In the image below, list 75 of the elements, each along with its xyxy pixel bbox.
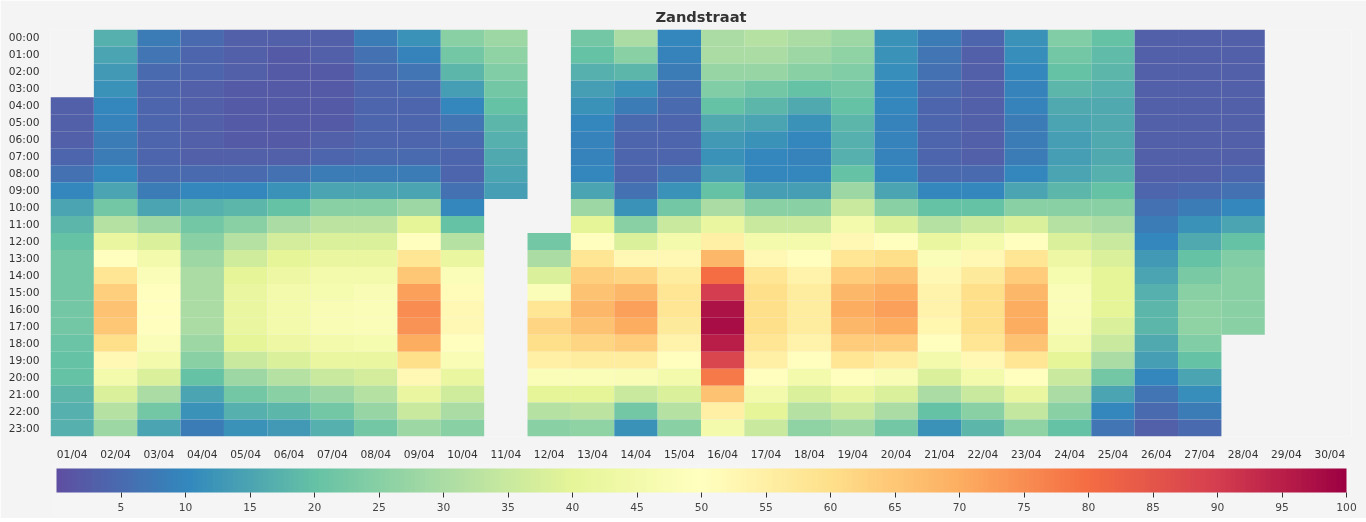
color-bar-label: 40 (565, 500, 580, 514)
y-tick-label: 05:00 (8, 116, 40, 130)
color-bar-label: 50 (694, 500, 709, 514)
y-tick-label: 03:00 (8, 82, 40, 96)
color-bar-label: 85 (1146, 500, 1160, 514)
color-bar-label: 60 (823, 500, 838, 514)
x-tick-label: 11/04 (490, 447, 522, 461)
y-tick-label: 06:00 (8, 133, 40, 147)
x-tick-label: 12/04 (533, 447, 565, 461)
y-tick-label: 14:00 (8, 268, 40, 282)
color-bar-label: 45 (630, 500, 644, 514)
color-bar-label: 30 (436, 500, 451, 514)
color-bar-label: 20 (307, 500, 322, 514)
y-tick-label: 02:00 (8, 65, 40, 79)
y-tick-label: 18:00 (8, 336, 40, 350)
color-bar-label: 10 (178, 500, 193, 514)
x-tick-label: 14/04 (620, 447, 652, 461)
x-tick-label: 07/04 (317, 447, 348, 461)
color-bar-label: 55 (759, 500, 773, 514)
y-tick-label: 09:00 (8, 184, 40, 198)
y-tick-label: 11:00 (8, 218, 40, 232)
x-tick-label: 29/04 (1271, 447, 1303, 461)
y-tick-label: 16:00 (8, 302, 40, 316)
x-tick-label: 08/04 (360, 447, 392, 461)
x-tick-label: 15/04 (663, 447, 695, 461)
y-tick-label: 10:00 (8, 201, 40, 215)
color-bar-label: 70 (952, 500, 967, 514)
color-bar-label: 25 (372, 500, 386, 514)
color-bar-label: 90 (1210, 500, 1225, 514)
y-tick-label: 12:00 (8, 234, 40, 248)
color-bar-label: 80 (1081, 500, 1096, 514)
x-tick-label: 21/04 (924, 447, 956, 461)
x-tick-label: 18/04 (794, 447, 825, 461)
x-tick-label: 10/04 (447, 447, 479, 461)
color-bar-label: 5 (117, 500, 125, 514)
x-tick-label: 19/04 (837, 447, 869, 461)
x-tick-label: 17/04 (750, 447, 782, 461)
y-tick-label: 08:00 (8, 167, 40, 181)
x-tick-label: 03/04 (143, 447, 175, 461)
x-tick-label: 24/04 (1054, 447, 1086, 461)
y-tick-label: 13:00 (8, 251, 40, 265)
y-tick-label: 22:00 (8, 404, 40, 418)
y-tick-label: 00:00 (8, 31, 40, 45)
x-tick-label: 22/04 (967, 447, 999, 461)
chart-title: Zandstraat (655, 7, 747, 25)
x-tick-label: 26/04 (1141, 447, 1172, 461)
y-tick-label: 19:00 (8, 353, 40, 367)
y-tick-label: 21:00 (8, 387, 40, 401)
x-tick-label: 09/04 (403, 447, 435, 461)
x-tick-label: 06/04 (273, 447, 305, 461)
color-bar-label: 15 (243, 500, 257, 514)
color-bar-label: 95 (1275, 500, 1289, 514)
x-tick-label: 20/04 (880, 447, 912, 461)
color-bar-label: 65 (888, 500, 902, 514)
x-tick-label: 25/04 (1097, 447, 1129, 461)
y-tick-label: 01:00 (8, 48, 40, 62)
y-tick-label: 17:00 (8, 319, 40, 333)
x-tick-label: 23/04 (1010, 447, 1042, 461)
x-tick-label: 04/04 (186, 447, 218, 461)
y-tick-label: 20:00 (8, 370, 40, 384)
x-tick-label: 13/04 (577, 447, 609, 461)
x-tick-label: 01/04 (56, 447, 88, 461)
x-tick-label: 02/04 (100, 447, 132, 461)
x-tick-label: 27/04 (1184, 447, 1216, 461)
color-bar-label: 100 (1336, 500, 1357, 514)
color-bar-label: 35 (501, 500, 515, 514)
y-tick-label: 15:00 (8, 285, 40, 299)
y-tick-label: 04:00 (8, 99, 40, 113)
x-tick-label: 16/04 (707, 447, 739, 461)
color-bar-label: 75 (1017, 500, 1031, 514)
y-tick-label: 23:00 (8, 421, 40, 435)
x-tick-label: 30/04 (1314, 447, 1346, 461)
y-tick-label: 07:00 (8, 150, 40, 164)
x-tick-label: 28/04 (1227, 447, 1259, 461)
x-tick-label: 05/04 (230, 447, 262, 461)
